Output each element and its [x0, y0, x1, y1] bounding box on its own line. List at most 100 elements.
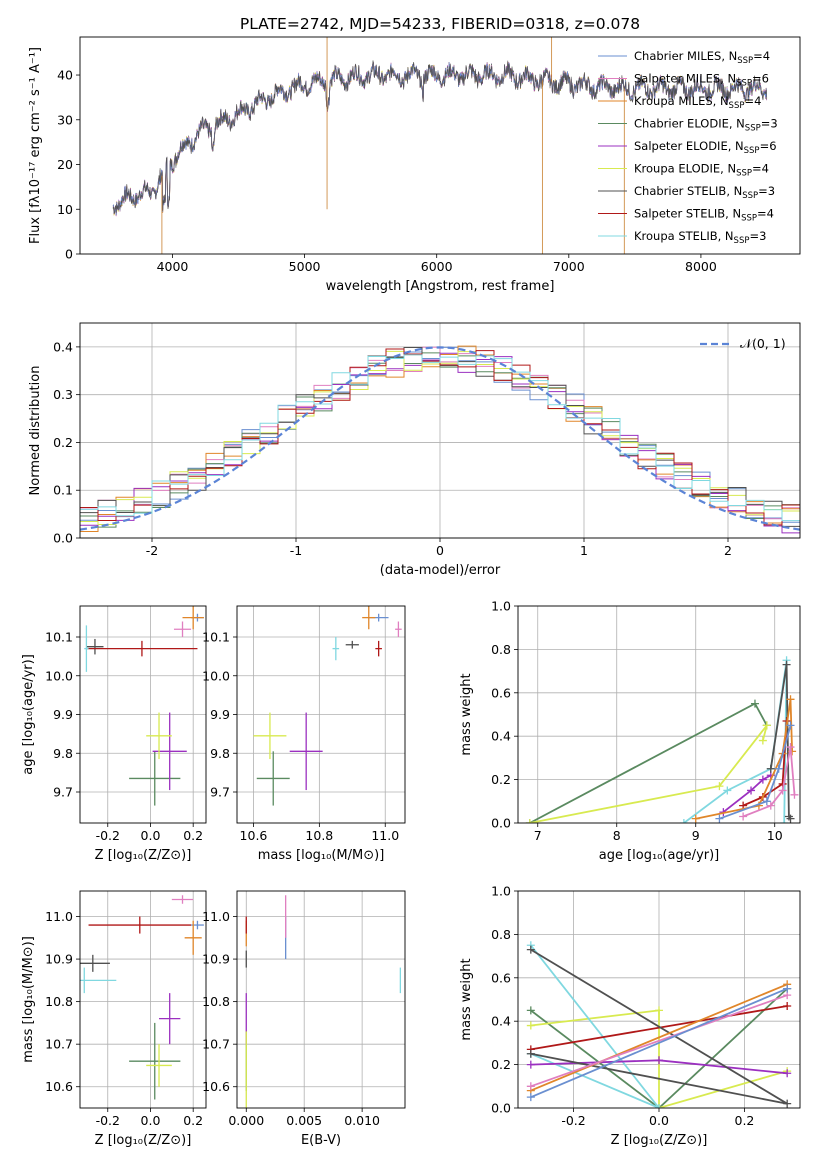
- residual-histogram: [80, 354, 800, 538]
- x-axis-label: Z [log₁₀(Z/Z⊙)]: [95, 848, 192, 863]
- x-axis-label: E(B-V): [301, 1133, 341, 1148]
- normal-reference-curve: [80, 346, 800, 531]
- weight-marker: [783, 1069, 792, 1078]
- y-axis-label: mass [log₁₀(M/M⊙)]: [21, 936, 36, 1063]
- weight-series: [722, 774, 772, 813]
- panel-5: -0.2 0.0 0.2 10.6 10.7 10.8 10.9 11.0 Z [log₁₀(Z…: [21, 890, 207, 1148]
- x-tick-label: 0.2: [183, 1113, 203, 1128]
- plot-area: [80, 345, 800, 538]
- x-tick-label: 0.0: [141, 1113, 161, 1128]
- weight-marker: [679, 819, 688, 823]
- x-tick-label: 7: [534, 828, 542, 843]
- errorbar-point: [182, 606, 204, 630]
- x-axis-label: Z [log₁₀(Z/Z⊙)]: [95, 1133, 192, 1148]
- y-tick-label: 10.9: [45, 952, 73, 967]
- weight-series: [530, 987, 788, 1099]
- legend-entry: Kroupa MILES, NSSP=4: [634, 94, 761, 111]
- y-tick-label: 9.9: [210, 707, 230, 722]
- plot-area: [525, 656, 799, 823]
- weight-series: [683, 660, 788, 823]
- y-axis-label: mass weight: [459, 958, 474, 1040]
- errorbar-point: [80, 954, 110, 972]
- y-tick-label: 0.8: [491, 927, 511, 942]
- weight-marker: [526, 1093, 535, 1102]
- y-tick-label: 0.2: [491, 772, 511, 787]
- legend-entry: Kroupa ELODIE, NSSP=4: [634, 162, 769, 179]
- errorbar-point: [159, 993, 181, 1045]
- x-tick-label: 0.0: [649, 1113, 669, 1128]
- y-tick-label: 0.6: [491, 685, 511, 700]
- axes-frame: [517, 890, 801, 1109]
- weight-series: [742, 720, 788, 807]
- errorbar-point: [184, 920, 202, 955]
- x-tick-label: -2: [146, 543, 158, 558]
- y-tick-label: 0.2: [53, 435, 73, 450]
- weight-marker: [774, 764, 783, 773]
- x-tick-label: 10.6: [240, 828, 268, 843]
- errorbar-point: [345, 640, 359, 649]
- x-tick-label: 0.010: [344, 1113, 380, 1128]
- x-tick-label: 2: [724, 543, 732, 558]
- plot-area: [245, 895, 402, 1108]
- y-tick-label: 0.1: [53, 483, 73, 498]
- y-tick-label: 0.8: [491, 642, 511, 657]
- axes-frame: [79, 605, 207, 824]
- x-tick-label: 8000: [685, 259, 717, 274]
- errorbar-point: [289, 712, 323, 791]
- weight-series: [530, 983, 788, 1092]
- y-tick-label: 10.8: [45, 994, 73, 1009]
- y-tick-label: 0.4: [491, 1014, 511, 1029]
- x-axis-label: Z [log₁₀(Z/Z⊙)]: [611, 1133, 708, 1148]
- y-tick-label: 10.8: [202, 994, 230, 1009]
- errorbar-point: [146, 1044, 172, 1087]
- weight-marker: [766, 801, 775, 810]
- y-tick-label: 0.4: [53, 339, 73, 354]
- figure-title: PLATE=2742, MJD=54233, FIBERID=0318, z=0…: [240, 15, 640, 33]
- x-tick-label: 0.2: [735, 1113, 755, 1128]
- y-tick-label: 0.6: [491, 970, 511, 985]
- y-tick-label: 0.2: [491, 1057, 511, 1072]
- plot-area: [526, 941, 792, 1108]
- y-tick-label: 0.0: [491, 816, 511, 831]
- y-tick-label: 10.7: [202, 1037, 230, 1052]
- axes-frame: [236, 890, 406, 1109]
- weight-series: [769, 664, 792, 820]
- errorbar-point: [129, 751, 181, 806]
- weight-marker: [526, 1060, 535, 1069]
- weight-marker: [783, 1099, 792, 1108]
- y-tick-label: 9.9: [53, 707, 73, 722]
- weight-marker: [691, 814, 700, 823]
- errorbar-point: [395, 621, 402, 637]
- x-axis-label: age [log₁₀(age/yr)]: [599, 848, 720, 863]
- errorbar-point: [146, 712, 172, 760]
- x-tick-label: 4000: [157, 259, 189, 274]
- x-axis-label: mass [log₁₀(M/M⊙)]: [258, 848, 385, 863]
- errorbar-point: [129, 1022, 181, 1100]
- weight-marker: [526, 945, 535, 954]
- weight-marker: [762, 721, 771, 730]
- weight-marker: [786, 721, 795, 730]
- weight-marker: [526, 1082, 535, 1091]
- axes-frame: [79, 36, 801, 255]
- y-tick-label: 9.8: [210, 746, 230, 761]
- x-axis-label: (data-model)/error: [380, 563, 501, 578]
- weight-marker: [715, 782, 724, 791]
- x-tick-label: -0.2: [561, 1113, 585, 1128]
- legend-entry: Chabrier ELODIE, NSSP=3: [634, 117, 778, 134]
- weight-series: [530, 994, 788, 1088]
- plot-area: [80, 895, 204, 1100]
- weight-marker: [783, 1002, 792, 1011]
- errorbar-point: [173, 621, 192, 637]
- legend-entry: Chabrier MILES, NSSP=4: [634, 49, 770, 66]
- weight-marker: [766, 764, 775, 773]
- weight-marker: [747, 786, 756, 795]
- y-tick-label: 10.0: [202, 668, 230, 683]
- weight-marker: [526, 1021, 535, 1030]
- errorbar-point: [152, 712, 187, 791]
- weight-marker: [782, 660, 791, 669]
- panel-6: 0.000 0.005 0.010 10.6 10.7 10.8 10.9 11.0 E(B-V…: [202, 890, 406, 1148]
- axes-frame: [236, 605, 406, 824]
- y-tick-label: 0.0: [491, 1101, 511, 1116]
- x-tick-label: 5000: [289, 259, 321, 274]
